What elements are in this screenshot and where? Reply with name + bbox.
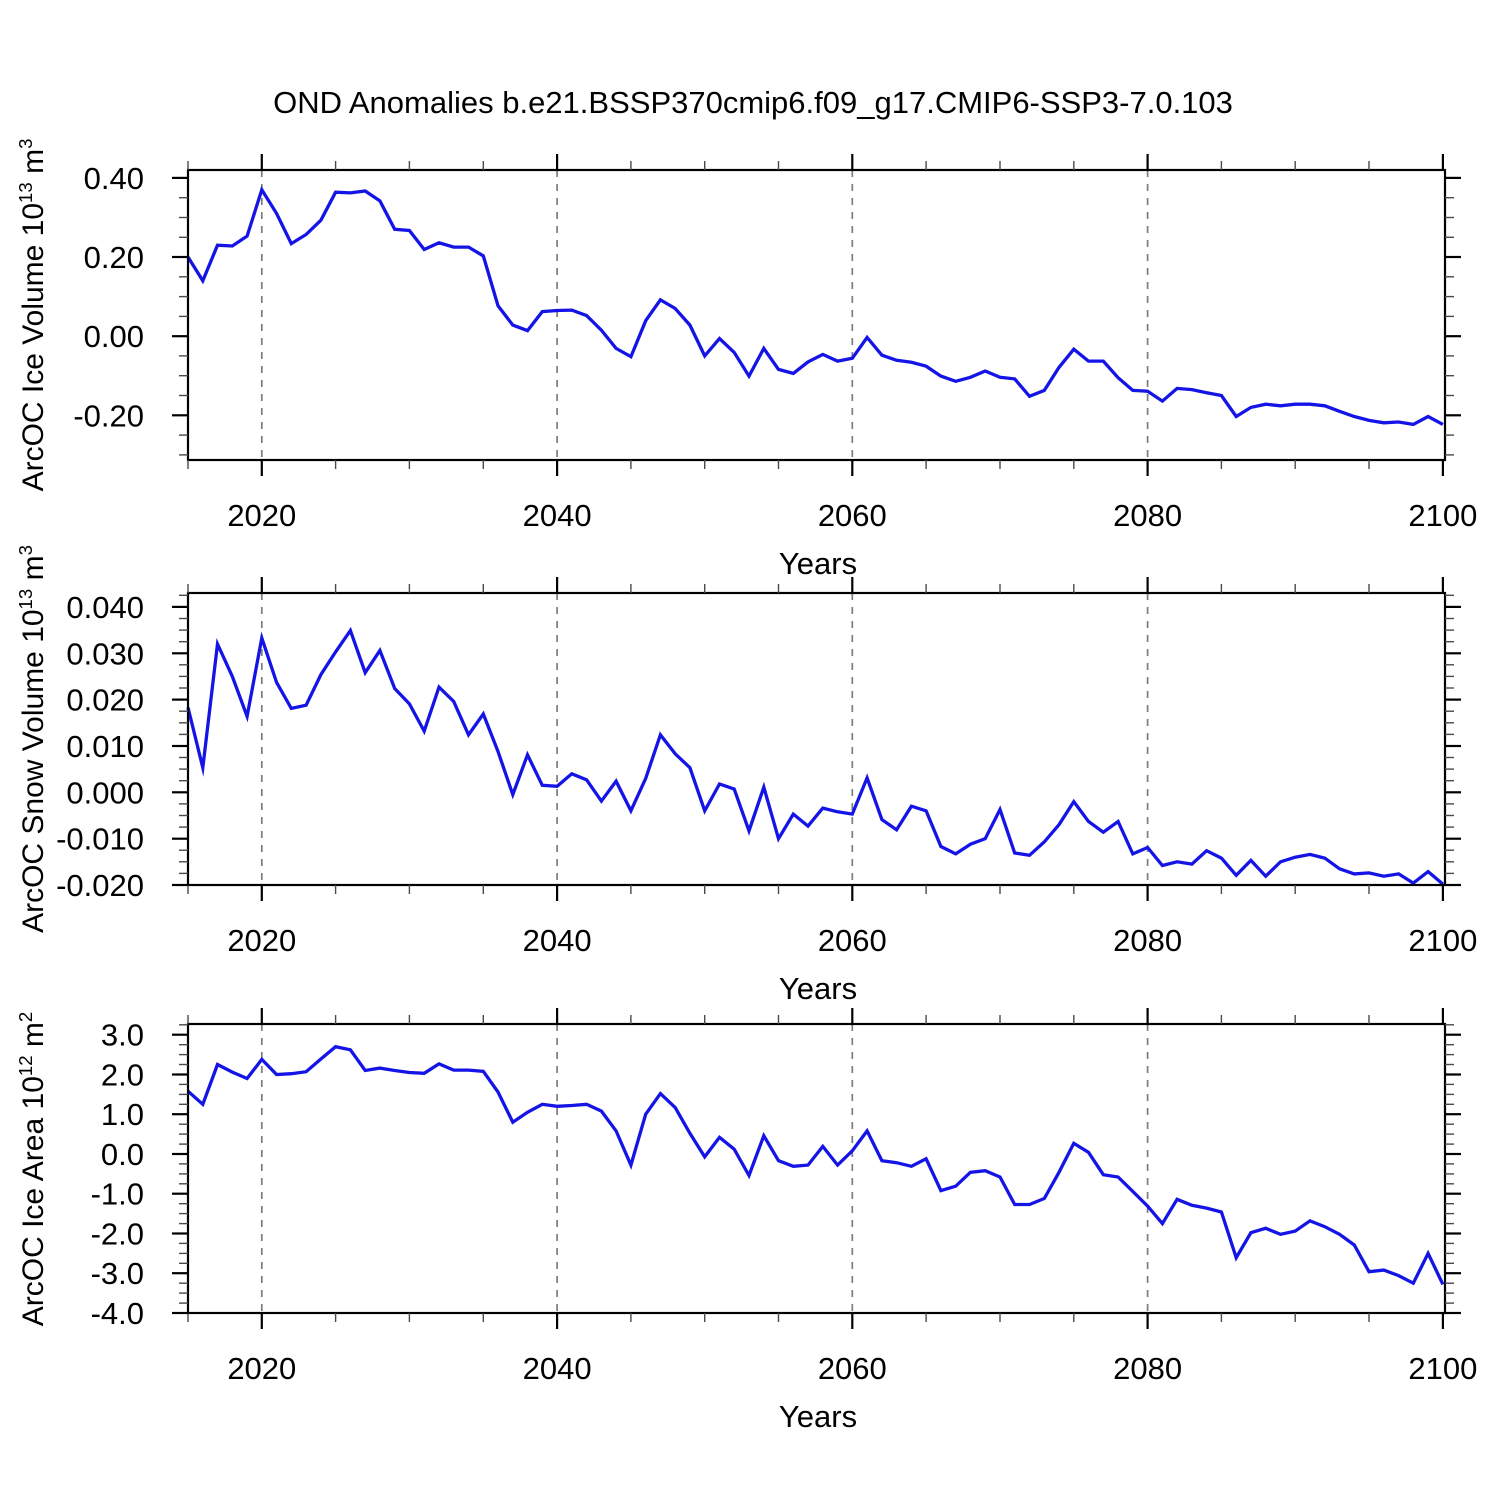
x-tick-label: 2100: [1408, 1351, 1477, 1386]
y-tick-label: 0.40: [84, 161, 144, 196]
x-tick-label: 2060: [818, 923, 887, 958]
axis-frame-ice-area: [186, 1022, 1447, 1315]
y-tick-label: 0.040: [66, 590, 144, 625]
axis-frame-snow-volume: [186, 591, 1447, 887]
x-tick-label: 2080: [1113, 1351, 1182, 1386]
x-tick-label: 2060: [818, 498, 887, 533]
y-tick-label: 0.030: [66, 636, 144, 671]
x-axis-label-panel-1: Years: [778, 546, 858, 581]
y-tick-label: -0.20: [73, 398, 144, 433]
y-tick-label: -1.0: [91, 1177, 144, 1212]
x-tick-label: 2040: [523, 923, 592, 958]
y-tick-label: -3.0: [91, 1256, 144, 1291]
x-tick-label: 2020: [227, 1351, 296, 1386]
y-tick-label: -0.020: [56, 868, 144, 903]
x-tick-label: 2100: [1408, 923, 1477, 958]
y-tick-label: 0.010: [66, 729, 144, 764]
ice-volume-line: [186, 185, 1444, 427]
x-axis-label-panel-2: Years: [778, 971, 858, 1006]
y-tick-label: 0.020: [66, 683, 144, 718]
y-axis-label-ice-area: ArcOC Ice Area 1012 m2: [15, 1011, 50, 1326]
x-axis-label-panel-3: Years: [778, 1399, 858, 1434]
x-tick-label: 2100: [1408, 498, 1477, 533]
y-tick-label: 3.0: [101, 1018, 144, 1053]
x-tick-label: 2040: [523, 498, 592, 533]
y-tick-label: -2.0: [91, 1216, 144, 1251]
x-tick-label: 2080: [1113, 923, 1182, 958]
x-tick-label: 2020: [227, 498, 296, 533]
y-tick-label: 0.00: [84, 319, 144, 354]
x-tick-label: 2060: [818, 1351, 887, 1386]
x-tick-label: 2020: [227, 923, 296, 958]
y-axis-label-ice-volume: ArcOC Ice Volume 1013 m3: [15, 138, 50, 492]
y-tick-label: 2.0: [101, 1057, 144, 1092]
x-tick-label: 2080: [1113, 498, 1182, 533]
snow-volume-line: [186, 626, 1444, 886]
x-tick-label: 2040: [523, 1351, 592, 1386]
ice-area-line: [186, 1044, 1445, 1286]
y-tick-label: -0.010: [56, 822, 144, 857]
y-tick-label: 0.20: [84, 240, 144, 275]
chart-title: OND Anomalies b.e21.BSSP370cmip6.f09_g17…: [273, 85, 1233, 120]
y-tick-label: 0.0: [101, 1137, 144, 1172]
y-axis-label-snow-volume: ArcOC Snow Volume 1013 m3: [15, 545, 50, 933]
y-tick-label: 1.0: [101, 1097, 144, 1132]
y-tick-label: -4.0: [91, 1296, 144, 1331]
axis-frame-ice-volume: [186, 168, 1447, 462]
y-tick-label: 0.000: [66, 775, 144, 810]
